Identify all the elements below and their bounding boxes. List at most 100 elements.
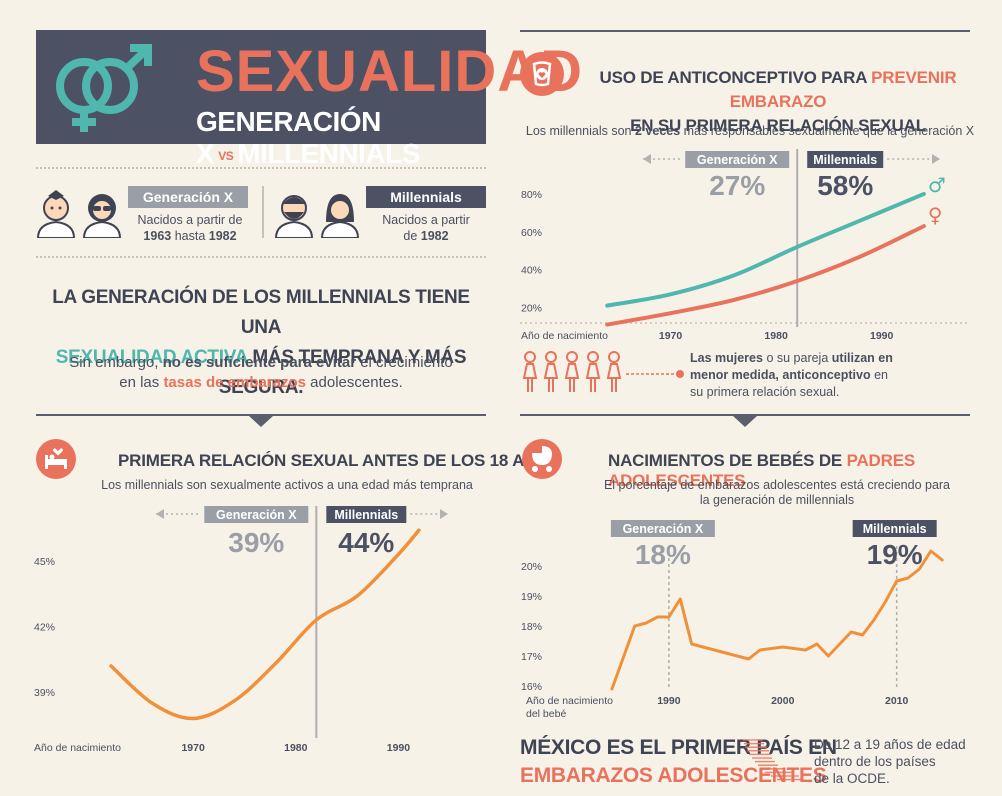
- map-dot: [779, 775, 781, 777]
- map-dot: [797, 778, 799, 781]
- millennials-percentage: 58%: [817, 170, 873, 201]
- map-dot: [795, 778, 797, 781]
- y-tick-label: 19%: [521, 591, 542, 603]
- intro-headline: LA GENERACIÓN DE LOS MILLENNIALS TIENE U…: [36, 283, 486, 403]
- map-dot: [783, 775, 785, 777]
- map-dot: [765, 771, 767, 774]
- female-series-line: [605, 224, 926, 327]
- genx-percentage: 18%: [635, 539, 691, 570]
- map-dot: [747, 749, 749, 752]
- map-dot: [755, 739, 757, 741]
- note-line1: Las mujeres o su pareja utilizan en: [690, 350, 930, 367]
- body2-c: adolescentes.: [306, 374, 403, 391]
- map-dot: [783, 778, 785, 781]
- subtitle-vs: VS: [218, 148, 234, 163]
- map-dot: [777, 771, 779, 774]
- x-tick-label: 1970: [181, 742, 205, 754]
- map-dot: [750, 742, 752, 745]
- map-dot: [765, 760, 767, 763]
- bed-icon: [45, 448, 67, 469]
- map-dot: [770, 757, 772, 759]
- map-dot: [771, 760, 773, 763]
- map-dot: [756, 757, 758, 759]
- mexico-line2: EMBARAZOS ADOLESCENTES: [520, 764, 827, 787]
- contr-sub-a: Los millennials son: [525, 124, 635, 138]
- contraception-subtitle: Los millennials son 2 veces más responsa…: [520, 124, 980, 138]
- map-dot: [789, 778, 791, 781]
- note-line2: menor medida, anticonceptivo en: [690, 367, 930, 384]
- map-dot: [773, 775, 775, 777]
- births-sub-line2: la generación de millennials: [699, 493, 855, 507]
- map-dot: [756, 742, 758, 745]
- y-tick-label: 16%: [521, 681, 542, 693]
- map-dot: [787, 771, 789, 774]
- map-dot: [751, 739, 753, 741]
- mexico-map-icon: [743, 739, 803, 781]
- title-banner: SEXUALIDAD GENERACIÓN X VS MILLENNIALS: [36, 30, 582, 169]
- genx-tag: Generación X: [216, 508, 297, 522]
- millennials-tag: Millennials: [813, 153, 877, 167]
- map-dot: [787, 775, 789, 777]
- x-tick-label: 1980: [764, 330, 788, 340]
- millennials-tag: Millennials: [366, 186, 486, 208]
- note-line3: su primera relación sexual.: [690, 385, 840, 399]
- map-dot: [801, 778, 803, 781]
- millennials-tag: Millennials: [863, 522, 927, 536]
- millennials-tag-bg: [326, 506, 407, 523]
- genx-desc-line2: 1963 hasta 1982: [128, 228, 252, 244]
- y-tick-label: 39%: [34, 687, 55, 699]
- male-symbol-icon: ♂: [928, 173, 946, 197]
- births-title: NACIMIENTOS DE BEBÉS DE PADRES ADOLESCEN…: [608, 451, 1002, 491]
- genx-percentage: 39%: [228, 527, 284, 558]
- map-dot: [746, 742, 748, 745]
- millennials-arrow-head: [440, 509, 448, 519]
- map-dot: [770, 764, 772, 767]
- genx-percentage: 27%: [709, 170, 765, 201]
- contraception-title-line1: USO DE ANTICONCEPTIVO PARA PREVENIR EMBA…: [578, 66, 978, 114]
- map-dot: [773, 767, 775, 770]
- millennials-tag: Millennials: [334, 508, 398, 522]
- mil-desc-pre: de: [403, 229, 421, 243]
- subtitle-genx: GENERACIÓN X: [196, 106, 381, 169]
- generation-separator: [262, 186, 264, 238]
- y-tick-label: 20%: [521, 561, 542, 573]
- body2-b: tasas de embarazos: [163, 374, 307, 391]
- map-dot: [757, 753, 759, 756]
- genx-tag: Generación X: [623, 522, 704, 536]
- divider-notch: [733, 416, 757, 427]
- map-dot: [743, 739, 745, 741]
- map-dot: [749, 746, 751, 749]
- map-dot: [757, 746, 759, 749]
- map-dot: [765, 746, 767, 749]
- contr-sub-b: 2 veces: [634, 124, 681, 138]
- genx-description: Nacidos a partir de 1963 hasta 1982: [128, 212, 252, 244]
- births-title-a: NACIMIENTOS DE BEBÉS DE: [608, 451, 847, 470]
- map-dot: [769, 753, 771, 756]
- map-dot: [791, 771, 793, 774]
- genx-tag-bg: [204, 506, 309, 523]
- map-dot: [785, 775, 787, 777]
- mexico-note-line2: dentro de los países: [814, 754, 936, 769]
- map-dot: [761, 746, 763, 749]
- y-tick-label: 60%: [521, 227, 542, 239]
- intro-body-line1: Sin embargo, no es suficiente para evita…: [36, 353, 486, 373]
- map-dot: [775, 767, 777, 770]
- map-dot: [751, 746, 753, 749]
- x-tick-label: 2010: [885, 695, 909, 707]
- map-dot: [749, 749, 751, 752]
- x-tick-label: 1980: [284, 742, 308, 754]
- map-dot: [763, 760, 765, 763]
- map-dot: [781, 771, 783, 774]
- map-dot: [775, 771, 777, 774]
- map-dot: [791, 775, 793, 777]
- x-tick-label: 1970: [659, 330, 683, 340]
- map-dot: [771, 775, 773, 777]
- map-dot: [751, 749, 753, 752]
- map-dot: [765, 753, 767, 756]
- map-dot: [763, 749, 765, 752]
- women-note-connector: [626, 370, 684, 378]
- map-dot: [754, 742, 756, 745]
- divider: [36, 256, 486, 258]
- genx-tag: Generación X: [697, 153, 778, 167]
- map-dot: [768, 764, 770, 767]
